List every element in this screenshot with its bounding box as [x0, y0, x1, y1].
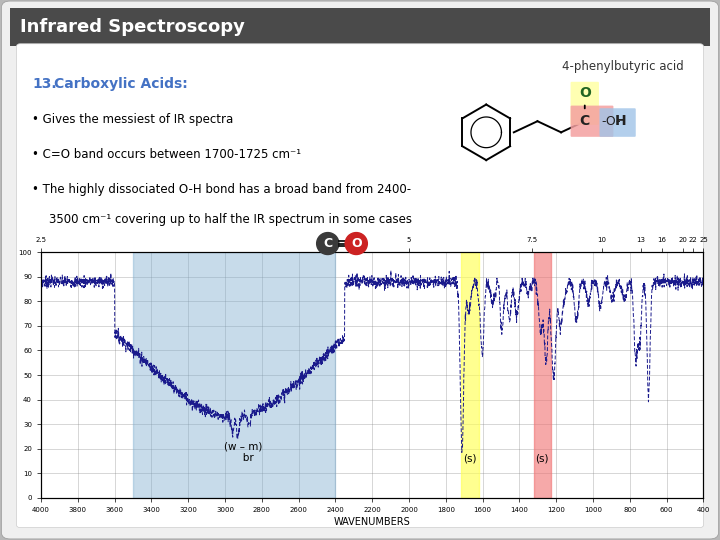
Text: 13.: 13. [32, 77, 57, 91]
Text: 3500 cm⁻¹ covering up to half the IR spectrum in some cases: 3500 cm⁻¹ covering up to half the IR spe… [49, 213, 412, 226]
X-axis label: WAVENUMBERS: WAVENUMBERS [334, 517, 410, 527]
Text: • C=O band occurs between 1700-1725 cm⁻¹: • C=O band occurs between 1700-1725 cm⁻¹ [32, 148, 302, 161]
Text: (s): (s) [463, 454, 477, 463]
Bar [133, 252, 336, 498]
Text: C: C [580, 114, 590, 128]
Bar [461, 252, 479, 498]
Circle shape [345, 233, 367, 254]
Circle shape [317, 233, 339, 254]
Text: O: O [351, 237, 361, 250]
Text: • The highly dissociated O-H bond has a broad band from 2400-: • The highly dissociated O-H bond has a … [32, 183, 412, 196]
FancyBboxPatch shape [600, 108, 636, 137]
Text: Carboxylic Acids:: Carboxylic Acids: [54, 77, 188, 91]
Text: Infrared Spectroscopy: Infrared Spectroscopy [20, 18, 245, 36]
Text: O: O [579, 86, 590, 100]
Text: H: H [614, 114, 626, 128]
Text: 4-phenylbutyric acid: 4-phenylbutyric acid [562, 60, 684, 73]
FancyBboxPatch shape [17, 44, 703, 528]
Bar [10, 8, 710, 46]
Bar [534, 252, 551, 498]
Text: C: C [323, 237, 333, 250]
Text: (s): (s) [535, 454, 548, 463]
Text: -O-: -O- [602, 114, 621, 128]
Text: • Gives the messiest of IR spectra: • Gives the messiest of IR spectra [32, 113, 234, 126]
FancyBboxPatch shape [570, 82, 599, 125]
Text: (w – m)
   br: (w – m) br [224, 442, 263, 463]
FancyBboxPatch shape [570, 106, 613, 137]
